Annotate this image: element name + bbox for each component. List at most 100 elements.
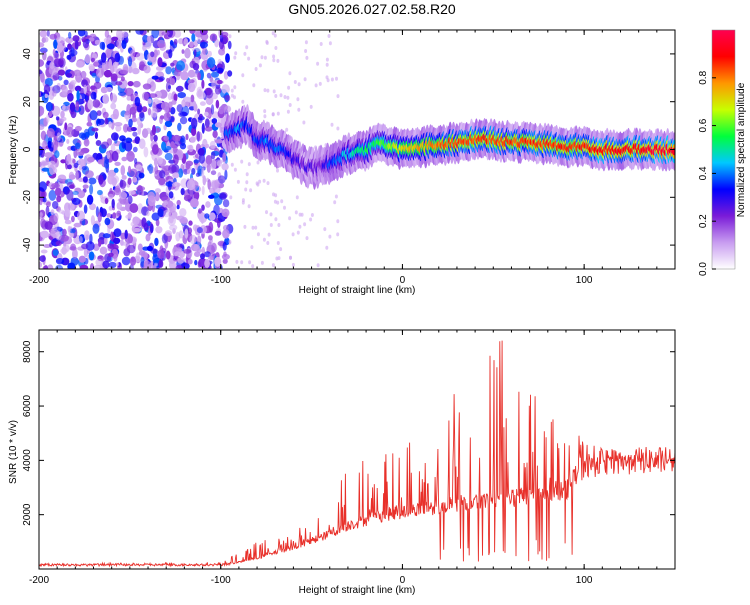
noise-blob — [236, 179, 240, 184]
noise-blob — [170, 107, 176, 115]
noise-blob — [227, 40, 232, 50]
noise-blob — [142, 44, 147, 52]
snr-frame — [38, 329, 676, 570]
noise-blob — [185, 133, 189, 141]
noise-blob — [208, 194, 215, 199]
noise-blob — [191, 33, 196, 42]
noise-blob — [176, 247, 183, 253]
noise-blob — [211, 180, 219, 190]
noise-blob — [314, 83, 318, 88]
noise-blob — [172, 134, 181, 142]
noise-blob — [46, 114, 50, 123]
noise-blob — [86, 121, 93, 127]
noise-blob — [188, 106, 195, 111]
noise-blob — [121, 31, 129, 38]
noise-blob — [267, 232, 271, 237]
noise-blob — [124, 229, 128, 239]
noise-blob — [258, 179, 262, 184]
noise-blob — [113, 237, 121, 244]
noise-blob — [106, 43, 115, 50]
noise-blob — [176, 85, 184, 92]
noise-blob — [99, 41, 105, 50]
noise-blob — [245, 172, 249, 177]
noise-blob — [39, 59, 45, 67]
noise-blob — [143, 260, 152, 269]
noise-blob — [152, 258, 160, 264]
noise-blob — [193, 159, 200, 164]
noise-blob — [39, 145, 44, 156]
noise-blob — [88, 251, 95, 261]
noise-blob — [199, 41, 208, 49]
noise-blob — [266, 241, 270, 245]
noise-blob — [67, 43, 72, 50]
noise-blob — [84, 54, 91, 64]
noise-blob — [163, 135, 170, 141]
noise-blob — [327, 34, 331, 38]
noise-blob — [74, 125, 82, 132]
noise-blob — [111, 36, 119, 41]
noise-blob — [95, 258, 103, 267]
noise-blob — [142, 91, 149, 101]
noise-blob — [93, 264, 103, 269]
noise-blob — [147, 195, 156, 207]
colorbar-frame — [711, 29, 736, 270]
noise-blob — [68, 31, 72, 39]
noise-blob — [201, 79, 205, 89]
noise-blob — [198, 153, 206, 164]
noise-blob — [134, 136, 141, 145]
noise-blob — [211, 118, 218, 124]
noise-blob — [330, 122, 334, 127]
noise-blob — [110, 102, 117, 110]
noise-blob — [193, 49, 197, 57]
noise-blob — [128, 190, 136, 195]
noise-blob — [194, 259, 198, 266]
snr-xlabel: Height of straight line (km) — [299, 585, 416, 596]
noise-blob — [156, 127, 160, 133]
noise-blob — [198, 113, 203, 119]
noise-blob — [83, 138, 90, 147]
noise-blob — [78, 132, 86, 139]
noise-blob — [134, 158, 138, 165]
noise-blob — [168, 215, 174, 224]
noise-blob — [288, 71, 292, 76]
noise-blob — [127, 81, 134, 87]
noise-blob — [130, 49, 136, 57]
noise-blob — [140, 256, 145, 268]
noise-blob — [84, 95, 89, 101]
noise-blob — [243, 51, 247, 56]
noise-blob — [146, 245, 153, 252]
noise-blob — [150, 51, 155, 58]
noise-blob — [113, 167, 119, 173]
noise-blob — [286, 95, 290, 100]
noise-blob — [147, 98, 152, 104]
noise-blob — [91, 72, 97, 78]
noise-blob — [127, 177, 132, 185]
noise-blob — [148, 93, 158, 98]
noise-blob — [167, 30, 173, 38]
noise-blob — [68, 174, 76, 180]
noise-blob — [294, 210, 298, 215]
noise-blob — [40, 249, 48, 254]
noise-blob — [263, 114, 267, 119]
noise-blob — [325, 62, 329, 67]
noise-blob — [262, 237, 266, 242]
noise-blob — [263, 109, 267, 114]
noise-blob — [304, 40, 308, 45]
noise-blob — [202, 47, 208, 55]
noise-blob — [44, 93, 48, 99]
noise-blob — [168, 191, 174, 199]
noise-blob — [126, 95, 131, 101]
noise-blob — [234, 51, 238, 56]
noise-blob — [97, 159, 104, 165]
noise-blob — [56, 132, 61, 142]
noise-blob — [243, 224, 247, 229]
noise-blob — [104, 217, 111, 226]
noise-blob — [328, 234, 332, 239]
noise-blob — [82, 39, 89, 49]
noise-blob — [180, 71, 189, 81]
noise-blob — [108, 261, 117, 269]
noise-blob — [174, 251, 181, 257]
noise-blob — [55, 116, 60, 121]
spectrogram-xtick-label: 100 — [576, 275, 593, 286]
noise-blob — [45, 205, 50, 216]
